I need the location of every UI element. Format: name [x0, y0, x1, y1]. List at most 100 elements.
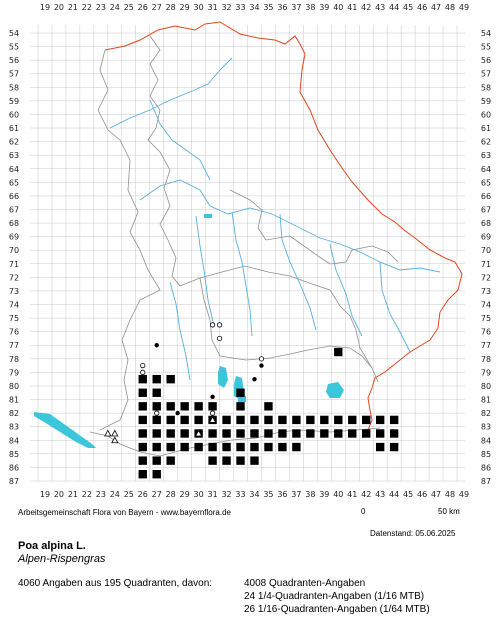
record-square: [278, 442, 287, 452]
record-square: [180, 442, 189, 452]
y-tick-right: 80: [481, 382, 491, 391]
record-square: [334, 429, 343, 438]
record-square: [348, 429, 357, 438]
x-tick-bottom: 48: [445, 490, 455, 499]
y-tick-left: 76: [9, 328, 19, 337]
y-tick-left: 70: [9, 246, 19, 255]
x-tick-bottom: 46: [417, 490, 427, 499]
x-tick-top: 38: [305, 3, 315, 12]
record-square: [166, 442, 175, 452]
x-tick-top: 27: [152, 3, 162, 12]
record-triangle: [194, 429, 203, 437]
record-square: [222, 415, 231, 425]
stat-sixteenth-quadrant: 26 1/16-Quadranten-Angaben (1/64 MTB): [244, 604, 430, 615]
x-tick-top: 48: [445, 3, 455, 12]
x-tick-top: 40: [333, 3, 343, 12]
species-name: Poa alpina L.: [18, 540, 86, 552]
record-square: [194, 442, 203, 452]
credit-text: Arbeitsgemeinschaft Flora von Bayern - w…: [18, 508, 231, 517]
y-tick-left: 54: [9, 29, 19, 38]
record-dot: [154, 343, 159, 348]
y-tick-right: 65: [481, 178, 491, 187]
x-tick-top: 36: [277, 3, 287, 12]
record-square: [320, 415, 329, 425]
x-tick-top: 22: [82, 3, 92, 12]
lake-chiemsee: [326, 382, 344, 398]
y-tick-left: 73: [9, 287, 19, 296]
x-tick-bottom: 25: [124, 490, 134, 499]
district-border-upper-bavaria: [199, 277, 373, 369]
x-tick-top: 32: [221, 3, 231, 12]
y-tick-right: 84: [481, 436, 491, 445]
record-square: [152, 456, 161, 465]
record-square: [362, 429, 371, 438]
y-tick-right: 70: [481, 246, 491, 255]
species-common-name: Alpen-Rispengras: [18, 553, 106, 565]
record-square: [236, 402, 245, 411]
record-square: [138, 470, 147, 479]
y-tick-left: 66: [9, 192, 19, 201]
record-square: [180, 402, 189, 411]
x-tick-bottom: 21: [68, 490, 78, 499]
y-tick-left: 75: [9, 314, 19, 323]
record-square: [166, 456, 175, 465]
stat-quarter-quadrant: 24 1/4-Quadranten-Angaben (1/16 MTB): [244, 591, 425, 602]
y-tick-right: 58: [481, 83, 491, 92]
rivers: [109, 57, 441, 381]
x-tick-bottom: 19: [40, 490, 50, 499]
y-tick-right: 81: [481, 396, 491, 405]
lake-small-2: [238, 396, 246, 402]
record-square: [250, 415, 259, 425]
record-open-circle: [140, 363, 146, 369]
y-tick-left: 57: [9, 70, 19, 79]
record-square: [208, 456, 217, 465]
record-symbols: [104, 322, 399, 479]
record-square: [278, 429, 287, 438]
x-tick-bottom: 43: [375, 490, 385, 499]
x-tick-bottom: 40: [333, 490, 343, 499]
x-tick-bottom: 27: [152, 490, 162, 499]
lakes: [34, 214, 344, 448]
y-tick-left: 86: [9, 463, 19, 472]
x-tick-top: 46: [417, 3, 427, 12]
y-tick-left: 56: [9, 56, 19, 65]
x-tick-top: 43: [375, 3, 385, 12]
record-square: [250, 442, 259, 452]
record-open-circle: [140, 369, 146, 375]
record-square: [208, 442, 217, 452]
record-square: [208, 429, 217, 438]
x-tick-top: 30: [194, 3, 204, 12]
x-tick-bottom: 41: [347, 490, 357, 499]
x-tick-top: 20: [54, 3, 64, 12]
y-tick-left: 77: [9, 341, 19, 350]
y-tick-left: 59: [9, 97, 19, 106]
x-tick-bottom: 44: [389, 490, 399, 499]
y-tick-right: 83: [481, 423, 491, 432]
record-triangle: [111, 429, 119, 437]
y-tick-left: 63: [9, 151, 19, 160]
x-tick-bottom: 47: [431, 490, 441, 499]
x-tick-bottom: 36: [277, 490, 287, 499]
y-tick-right: 60: [481, 110, 491, 119]
x-tick-top: 23: [96, 3, 106, 12]
x-tick-top: 26: [138, 3, 148, 12]
record-square: [222, 456, 231, 465]
y-tick-right: 56: [481, 56, 491, 65]
y-tick-left: 71: [9, 260, 19, 269]
record-square: [138, 429, 147, 438]
record-square: [236, 388, 245, 397]
x-tick-top: 24: [110, 3, 120, 12]
record-triangle: [104, 429, 112, 437]
x-tick-bottom: 29: [180, 490, 190, 499]
x-tick-top: 37: [291, 3, 301, 12]
y-tick-right: 73: [481, 287, 491, 296]
record-square: [222, 442, 231, 452]
record-square: [389, 442, 399, 452]
record-square: [152, 470, 161, 479]
grid: [30, 25, 465, 482]
x-tick-bottom: 37: [291, 490, 301, 499]
lake-constance: [34, 412, 96, 448]
y-tick-left: 84: [9, 436, 19, 445]
y-tick-left: 85: [9, 450, 19, 459]
record-square: [264, 442, 273, 452]
